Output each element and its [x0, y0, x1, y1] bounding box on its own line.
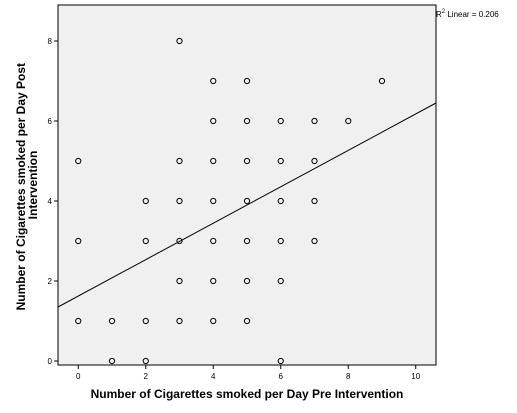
- linear-fit-line: [57, 102, 437, 308]
- data-point: [243, 77, 251, 85]
- data-point: [142, 357, 149, 365]
- data-point: [210, 277, 217, 285]
- data-point: [210, 77, 217, 85]
- plot-area: [57, 4, 437, 366]
- data-point: [243, 237, 251, 245]
- y-axis-title-line-2: Intervention: [26, 151, 40, 220]
- r-squared-annotation: R2 Linear = 0.206: [436, 9, 499, 19]
- data-point: [75, 237, 82, 245]
- y-tick-label: 8: [48, 37, 53, 46]
- data-point: [176, 157, 183, 165]
- data-point: [277, 357, 284, 365]
- x-tick-label: 4: [211, 372, 216, 381]
- data-point: [142, 237, 149, 245]
- data-point: [311, 237, 318, 245]
- data-point: [277, 117, 284, 125]
- x-axis-title: Number of Cigarettes smoked per Day Pre …: [91, 387, 404, 401]
- data-point: [243, 117, 251, 125]
- y-tick-label: 0: [48, 357, 53, 366]
- x-tick-label: 6: [279, 372, 284, 381]
- data-point: [176, 237, 183, 245]
- data-point: [176, 277, 183, 285]
- data-point: [243, 317, 251, 325]
- x-tick-label: 10: [411, 372, 420, 381]
- y-axis-title-line-1: Number of Cigarettes smoked per Day Post: [14, 63, 28, 310]
- data-point: [210, 237, 217, 245]
- data-point: [243, 197, 251, 205]
- data-point: [108, 357, 116, 365]
- data-point: [243, 157, 251, 165]
- data-point: [176, 197, 183, 205]
- data-point: [75, 317, 82, 325]
- y-tick-label: 4: [48, 197, 53, 206]
- data-point: [108, 317, 116, 325]
- y-tick-label: 6: [48, 117, 53, 126]
- data-point: [210, 157, 217, 165]
- data-point: [311, 157, 318, 165]
- data-points: [75, 37, 386, 365]
- y-axis-title: Number of Cigarettes smoked per Day Post…: [14, 60, 40, 311]
- data-point: [311, 117, 318, 125]
- y-tick-label: 2: [48, 277, 53, 286]
- data-point: [210, 317, 217, 325]
- data-point: [243, 277, 251, 285]
- data-point: [277, 197, 284, 205]
- y-axis-ticks: 0 2 4 6 8: [48, 37, 58, 366]
- data-point: [277, 237, 284, 245]
- x-axis-ticks: 0 2 4 6 8 10: [76, 365, 421, 381]
- x-tick-label: 2: [144, 372, 149, 381]
- data-point: [75, 157, 82, 165]
- data-point: [176, 317, 183, 325]
- data-point: [210, 117, 217, 125]
- data-point: [345, 117, 352, 125]
- data-point: [142, 317, 149, 325]
- data-point: [311, 197, 318, 205]
- x-tick-label: 0: [76, 372, 81, 381]
- data-point: [176, 37, 183, 45]
- data-point: [378, 77, 386, 85]
- x-tick-label: 8: [346, 372, 351, 381]
- data-point: [277, 277, 284, 285]
- data-point: [142, 197, 149, 205]
- data-point: [210, 197, 217, 205]
- data-point: [277, 157, 284, 165]
